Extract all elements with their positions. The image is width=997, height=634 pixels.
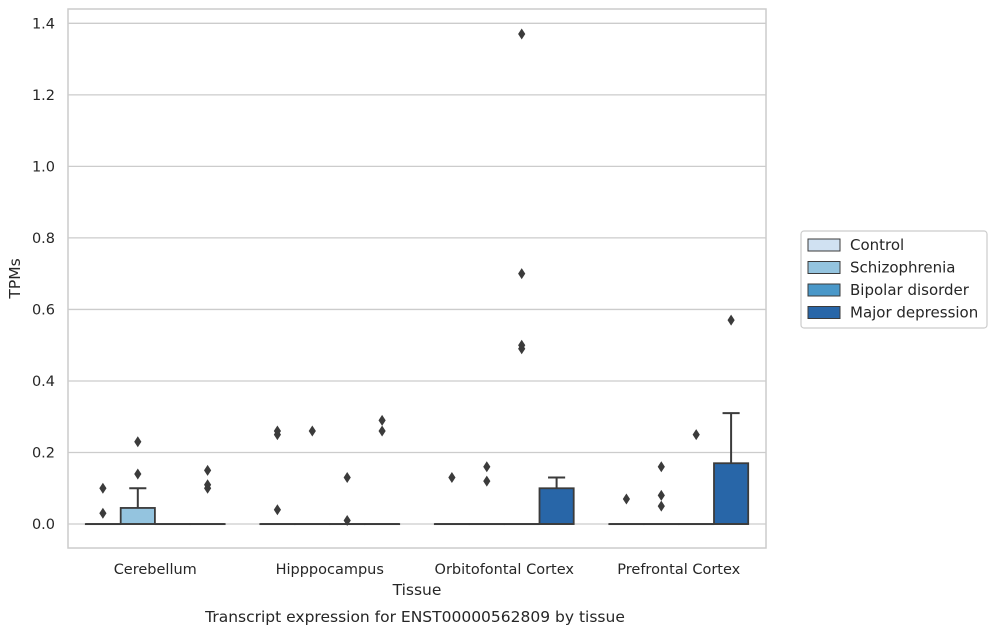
legend-item: Bipolar disorder bbox=[807, 281, 970, 299]
box-major-depression bbox=[713, 314, 750, 525]
outlier-point bbox=[378, 414, 386, 426]
legend-label: Control bbox=[850, 236, 904, 254]
plot-area bbox=[67, 8, 767, 549]
outlier-point bbox=[657, 500, 665, 512]
outlier-point bbox=[134, 436, 142, 448]
box-group-hipppocampus bbox=[259, 414, 401, 526]
box-group-orbitofontal-cortex bbox=[433, 28, 575, 526]
outlier-point bbox=[518, 339, 526, 351]
box-major-depression bbox=[538, 476, 575, 525]
y-tick-label: 0.8 bbox=[32, 231, 55, 247]
outlier-point bbox=[692, 429, 700, 441]
legend-swatch bbox=[807, 283, 841, 297]
plot-frame bbox=[67, 8, 767, 549]
outlier-point bbox=[99, 507, 107, 519]
box-body bbox=[538, 487, 575, 525]
y-axis-ticks: 0.0 0.2 0.4 0.6 0.8 1.0 1.2 1.4 bbox=[32, 16, 55, 533]
y-tick-label: 0.0 bbox=[32, 517, 55, 533]
box-major-depression bbox=[189, 464, 226, 526]
outlier-point bbox=[273, 425, 281, 437]
outlier-point bbox=[622, 493, 630, 505]
outlier-point bbox=[204, 464, 212, 476]
box-major-depression bbox=[364, 414, 401, 526]
outlier-point bbox=[518, 28, 526, 40]
outlier-point bbox=[343, 472, 351, 484]
x-tick-label: Hipppocampus bbox=[276, 562, 384, 578]
plot-background bbox=[68, 9, 766, 548]
x-axis-ticks: Cerebellum Hipppocampus Orbitofontal Corte… bbox=[114, 562, 741, 578]
legend-swatch bbox=[807, 261, 841, 274]
box-control bbox=[84, 482, 121, 526]
outlier-point bbox=[343, 514, 351, 526]
y-tick-label: 0.6 bbox=[32, 302, 55, 318]
legend-label: Bipolar disorder bbox=[850, 281, 970, 299]
legend-swatch bbox=[807, 306, 841, 319]
x-tick-label: Orbitofontal Cortex bbox=[435, 562, 575, 578]
y-tick-label: 0.2 bbox=[32, 446, 55, 462]
box-group-prefrontal-cortex bbox=[608, 314, 750, 526]
outlier-point bbox=[483, 461, 491, 473]
y-axis-label: TPMs bbox=[6, 258, 24, 299]
outlier-point bbox=[134, 468, 142, 480]
outlier-point bbox=[448, 472, 456, 484]
outlier-point bbox=[657, 461, 665, 473]
y-tick-label: 1.2 bbox=[32, 88, 55, 104]
legend-item: Control bbox=[807, 236, 904, 254]
box-body bbox=[119, 507, 156, 525]
outlier-point bbox=[483, 475, 491, 487]
box-schizophrenia bbox=[468, 461, 505, 526]
legend-item: Schizophrenia bbox=[807, 259, 955, 277]
box-groups bbox=[84, 28, 750, 526]
legend-frame bbox=[800, 230, 988, 329]
y-tick-label: 0.4 bbox=[32, 374, 55, 390]
legend-label: Schizophrenia bbox=[850, 259, 955, 277]
x-tick-label: Cerebellum bbox=[114, 562, 197, 578]
x-axis-label: Tissue bbox=[392, 581, 442, 599]
outlier-point bbox=[727, 314, 735, 326]
y-tick-label: 1.0 bbox=[32, 159, 55, 175]
outlier-point bbox=[204, 479, 212, 491]
box-body bbox=[713, 462, 750, 525]
legend-item: Major depression bbox=[807, 304, 978, 322]
outlier-point bbox=[657, 489, 665, 501]
outlier-point bbox=[273, 504, 281, 516]
y-tick-label: 1.4 bbox=[32, 16, 55, 32]
outlier-point bbox=[518, 268, 526, 280]
legend: Control Schizophrenia Bipolar disorder Majo… bbox=[800, 230, 988, 329]
legend-swatch bbox=[807, 238, 841, 252]
outlier-point bbox=[378, 425, 386, 437]
outlier-point bbox=[99, 482, 107, 494]
box-group-cerebellum bbox=[84, 436, 226, 526]
legend-label: Major depression bbox=[850, 304, 978, 322]
outlier-point bbox=[308, 425, 316, 437]
chart-caption: Transcript expression for ENST0000056280… bbox=[204, 608, 625, 626]
x-tick-label: Prefrontal Cortex bbox=[617, 562, 740, 578]
box-schizophrenia bbox=[119, 436, 156, 525]
